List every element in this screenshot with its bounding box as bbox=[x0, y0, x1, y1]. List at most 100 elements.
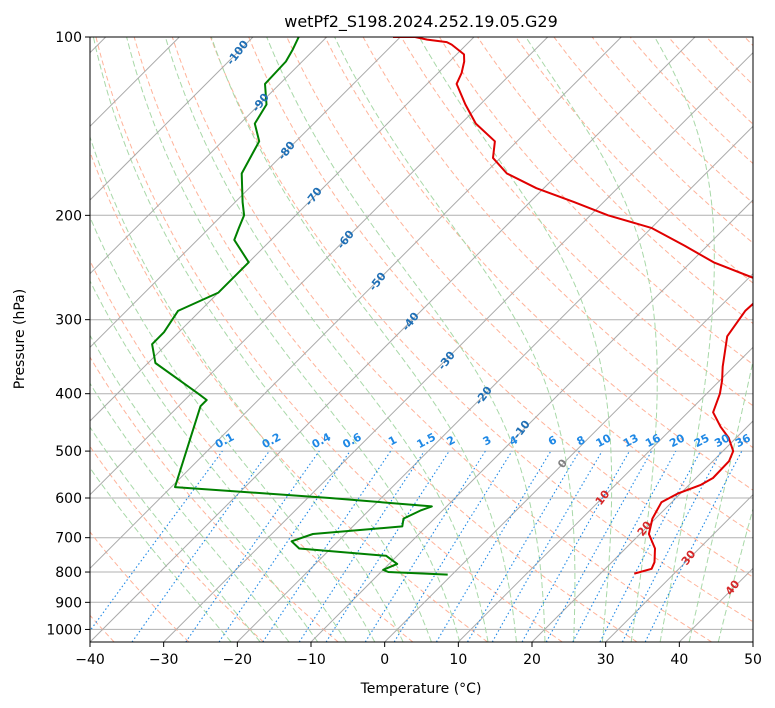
isotherms bbox=[90, 37, 753, 642]
dry-adiabat bbox=[286, 37, 753, 534]
dry-adiabat bbox=[90, 356, 339, 642]
x-tick-label: 50 bbox=[744, 652, 762, 668]
dry-adiabat bbox=[438, 37, 753, 366]
x-tick-label: 40 bbox=[670, 652, 688, 668]
moist-adiabat bbox=[90, 426, 261, 642]
moist-adiabat bbox=[164, 37, 489, 642]
moist-adiabat bbox=[654, 37, 715, 642]
y-tick-label: 100 bbox=[55, 30, 82, 46]
y-tick-label: 700 bbox=[55, 531, 82, 547]
x-tick-label: 30 bbox=[597, 652, 615, 668]
moist-adiabat bbox=[525, 37, 658, 642]
x-axis-ticks: −40 −30 −20 −10 0 10 20 30 40 50 bbox=[75, 642, 762, 668]
dry-adiabats bbox=[90, 37, 753, 642]
x-tick-label: 20 bbox=[523, 652, 541, 668]
isotherm bbox=[90, 37, 696, 642]
dry-adiabat bbox=[171, 37, 712, 642]
dry-adiabat bbox=[95, 37, 563, 642]
moist-adiabats bbox=[90, 37, 753, 642]
y-tick-label: 400 bbox=[55, 387, 82, 403]
isotherm bbox=[310, 199, 753, 642]
isotherm bbox=[90, 37, 254, 201]
moist-adiabat bbox=[418, 37, 613, 642]
y-tick-label: 300 bbox=[55, 313, 82, 329]
mixing-ratio-label: 36 bbox=[733, 431, 753, 450]
mixing-ratio-line bbox=[90, 450, 223, 632]
mixing-ratio-line bbox=[572, 450, 677, 642]
temperature-profile bbox=[393, 37, 753, 575]
chart-title: wetPf2_S198.2024.252.19.05.G29 bbox=[284, 12, 558, 32]
moist-adiabat bbox=[90, 382, 290, 642]
mixing-ratio-label: 30 bbox=[712, 431, 732, 450]
mixing-ratio-line bbox=[467, 450, 580, 642]
mixing-ratio-line bbox=[435, 450, 552, 642]
moist-adiabat bbox=[90, 215, 376, 642]
isotherm bbox=[90, 37, 622, 570]
mixing-ratio-labels: 0.1 0.2 0.4 0.6 1 1.5 2 3 4 6 8 10 13 16 20 25 30 36 bbox=[213, 430, 753, 451]
x-tick-label: −30 bbox=[149, 652, 179, 668]
mixing-ratio-label: 25 bbox=[692, 431, 712, 450]
moist-adiabat bbox=[90, 135, 404, 642]
mixing-ratio-lines bbox=[90, 450, 743, 642]
dry-adiabat bbox=[90, 531, 190, 642]
mixing-ratio-label: 10 bbox=[594, 431, 614, 450]
isotherm bbox=[163, 51, 753, 642]
mixing-ratio-line bbox=[545, 450, 653, 642]
moist-adiabat bbox=[266, 37, 546, 642]
mixing-ratio-line bbox=[491, 450, 603, 642]
mixing-ratio-line bbox=[521, 450, 630, 642]
mixing-ratio-line bbox=[131, 450, 270, 642]
plot-area bbox=[90, 37, 753, 642]
isotherm bbox=[236, 125, 753, 642]
x-tick-label: 10 bbox=[449, 652, 467, 668]
x-tick-label: 0 bbox=[380, 652, 389, 668]
y-tick-label: 900 bbox=[55, 595, 82, 611]
x-tick-label: −20 bbox=[223, 652, 253, 668]
moist-adiabat bbox=[90, 334, 319, 642]
plot-frame bbox=[89, 36, 754, 643]
dry-adiabat bbox=[210, 37, 753, 623]
mixing-ratio-label: 20 bbox=[667, 431, 687, 450]
isotherm bbox=[605, 493, 753, 642]
dry-adiabat bbox=[591, 37, 753, 204]
dry-adiabat bbox=[324, 37, 753, 491]
y-axis-ticks: 100 200 300 400 500 600 700 800 900 1000 bbox=[46, 30, 90, 638]
mixing-ratio-line bbox=[218, 450, 351, 642]
y-tick-label: 500 bbox=[55, 444, 82, 460]
y-axis-label: Pressure (hPa) bbox=[12, 289, 28, 389]
moist-adiabat bbox=[688, 358, 753, 642]
isotherm bbox=[90, 37, 328, 275]
y-tick-label: 600 bbox=[55, 491, 82, 507]
mixing-ratio-line bbox=[185, 450, 320, 642]
mixing-ratio-label: 16 bbox=[643, 431, 663, 450]
dry-adiabat bbox=[133, 37, 638, 642]
mixing-ratio-line bbox=[325, 450, 450, 642]
x-tick-label: −10 bbox=[296, 652, 326, 668]
x-tick-label: −40 bbox=[75, 652, 105, 668]
y-tick-label: 200 bbox=[55, 208, 82, 224]
moist-adiabat bbox=[334, 37, 576, 642]
dry-adiabat bbox=[477, 37, 753, 325]
dry-adiabat bbox=[553, 37, 753, 244]
dry-adiabat bbox=[90, 259, 414, 642]
isotherm bbox=[90, 37, 401, 349]
mixing-ratio-line bbox=[393, 450, 513, 642]
dry-adiabat bbox=[90, 150, 488, 642]
isotherm bbox=[457, 346, 753, 642]
sounding-profiles bbox=[151, 37, 753, 576]
isotherm bbox=[384, 272, 753, 642]
dewpoint-profile bbox=[151, 37, 448, 576]
x-axis-label: Temperature (°C) bbox=[360, 681, 482, 697]
mixing-ratio-line bbox=[364, 450, 486, 642]
moist-adiabat bbox=[90, 467, 232, 642]
y-tick-label: 1000 bbox=[46, 622, 82, 638]
isotherm bbox=[531, 420, 753, 642]
moist-adiabat bbox=[92, 37, 432, 642]
moist-adiabat bbox=[126, 37, 461, 642]
dry-adiabat bbox=[248, 37, 753, 578]
dry-adiabat bbox=[400, 37, 753, 407]
moist-adiabat bbox=[210, 37, 517, 642]
y-tick-label: 800 bbox=[55, 565, 82, 581]
isotherm bbox=[90, 37, 549, 496]
